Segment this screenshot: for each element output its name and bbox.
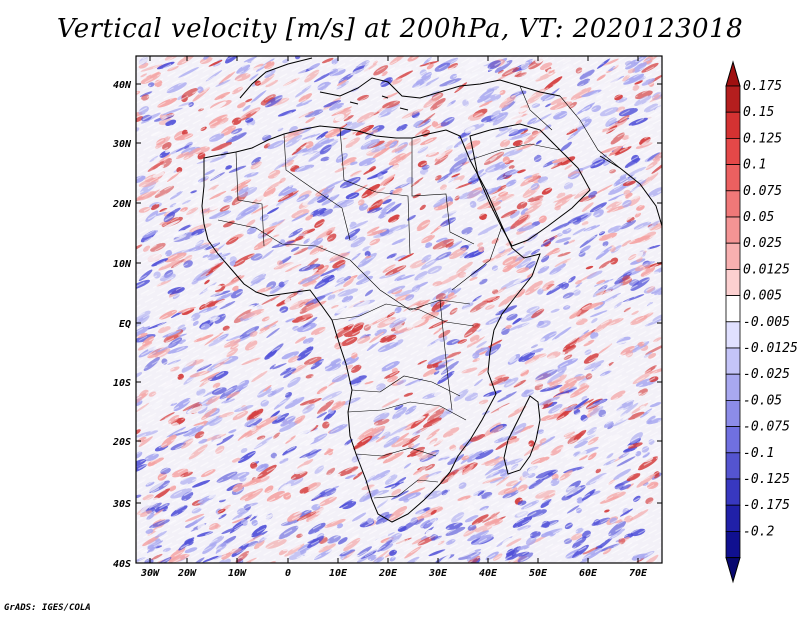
colorbar-swatch xyxy=(725,295,741,323)
lat-label-10s: 10S xyxy=(113,378,131,389)
colorbar: 0.175 0.15 0.125 0.1 0.075 0.05 0.025 0.0125 0.0… xyxy=(725,60,798,584)
colorbar-label: -0.025 xyxy=(743,367,790,382)
colorbar-label: -0.005 xyxy=(743,315,790,330)
lon-label-10w: 10W xyxy=(228,568,247,579)
lon-label-10e: 10E xyxy=(329,568,348,579)
lon-label-60e: 60E xyxy=(579,568,598,579)
colorbar-label: -0.05 xyxy=(743,393,782,408)
lon-label-70e: 70E xyxy=(629,568,648,579)
lon-label-50e: 50E xyxy=(529,568,548,579)
lon-label-0: 0 xyxy=(285,568,291,579)
chart-title: Vertical velocity [m/s] at 200hPa, VT: 2… xyxy=(56,14,744,44)
lon-label-30e: 30E xyxy=(428,568,448,579)
colorbar-swatch xyxy=(725,137,741,165)
colorbar-swatch xyxy=(725,347,741,375)
colorbar-swatch xyxy=(725,216,741,244)
colorbar-label: 0.15 xyxy=(743,105,774,120)
colorbar-swatch xyxy=(725,190,741,218)
colorbar-label: -0.1 xyxy=(743,446,774,461)
colorbar-swatch xyxy=(725,399,741,427)
india-coastline xyxy=(599,155,662,227)
colorbar-label: -0.0125 xyxy=(743,341,798,356)
colorbar-swatch xyxy=(725,242,741,270)
colorbar-swatch xyxy=(725,321,741,349)
coastlines xyxy=(201,57,662,523)
colorbar-label: -0.125 xyxy=(743,472,790,487)
colorbar-label: 0.1 xyxy=(743,158,766,173)
colorbar-label: 0.005 xyxy=(743,289,782,304)
colorbar-swatch xyxy=(725,452,741,480)
lat-label-30n: 30N xyxy=(112,139,132,150)
europe-coastline xyxy=(239,57,561,99)
colorbar-swatch xyxy=(725,85,741,113)
plot-area xyxy=(136,56,662,563)
colorbar-label: 0.05 xyxy=(743,210,774,225)
colorbar-swatch xyxy=(725,373,741,401)
colorbar-top-arrow xyxy=(725,60,741,87)
arabia-coastline xyxy=(469,123,591,247)
lat-label-40n: 40N xyxy=(113,80,132,91)
lat-label-20s: 20S xyxy=(112,437,131,448)
country-borders xyxy=(217,85,621,499)
colorbar-label: 0.0125 xyxy=(743,262,790,277)
madagascar-coastline xyxy=(503,395,541,475)
lat-label-40s: 40S xyxy=(113,559,131,570)
colorbar-swatch xyxy=(725,164,741,192)
colorbar-label: -0.175 xyxy=(743,498,790,513)
lon-label-20e: 20E xyxy=(378,568,398,579)
grads-credit: GrADS: IGES/COLA xyxy=(4,603,91,613)
lat-label-eq: EQ xyxy=(119,319,131,330)
colorbar-swatch xyxy=(725,426,741,454)
colorbar-label: 0.025 xyxy=(743,236,782,251)
colorbar-bottom-arrow xyxy=(725,557,741,584)
colorbar-swatch xyxy=(725,268,741,296)
colorbar-label: -0.075 xyxy=(743,420,790,435)
lon-label-30w: 30W xyxy=(140,568,160,579)
colorbar-label: 0.125 xyxy=(743,131,782,146)
colorbar-label: 0.075 xyxy=(743,184,782,199)
colorbar-swatch xyxy=(725,504,741,532)
lon-label-20w: 20W xyxy=(177,568,197,579)
colorbar-label: 0.175 xyxy=(743,79,782,94)
colorbar-swatch xyxy=(725,478,741,506)
mediterranean-islands xyxy=(349,95,409,111)
streak-texture xyxy=(136,56,662,563)
plot-frame xyxy=(135,55,663,564)
lat-label-30s: 30S xyxy=(112,499,131,510)
axis-ticks xyxy=(136,56,662,564)
lon-label-40e: 40E xyxy=(479,568,498,579)
colorbar-swatch xyxy=(725,531,741,559)
lat-label-10n: 10N xyxy=(113,259,132,270)
lat-label-20n: 20N xyxy=(112,199,132,210)
colorbar-swatch xyxy=(725,111,741,139)
colorbar-label: -0.2 xyxy=(743,524,774,539)
africa-coastline xyxy=(201,125,541,523)
